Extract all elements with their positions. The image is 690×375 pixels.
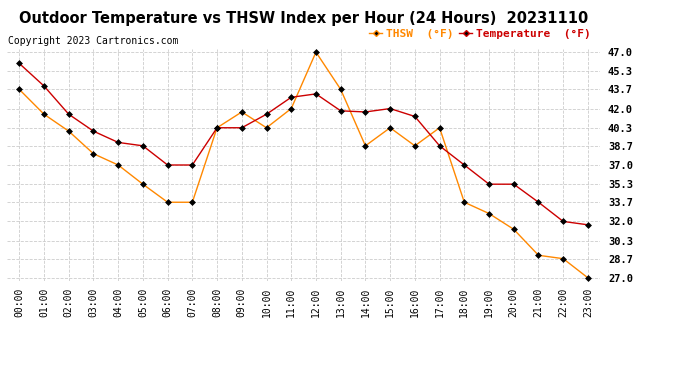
- Text: Copyright 2023 Cartronics.com: Copyright 2023 Cartronics.com: [8, 36, 179, 46]
- Text: Outdoor Temperature vs THSW Index per Hour (24 Hours)  20231110: Outdoor Temperature vs THSW Index per Ho…: [19, 11, 588, 26]
- Legend: THSW  (°F), Temperature  (°F): THSW (°F), Temperature (°F): [365, 24, 595, 43]
